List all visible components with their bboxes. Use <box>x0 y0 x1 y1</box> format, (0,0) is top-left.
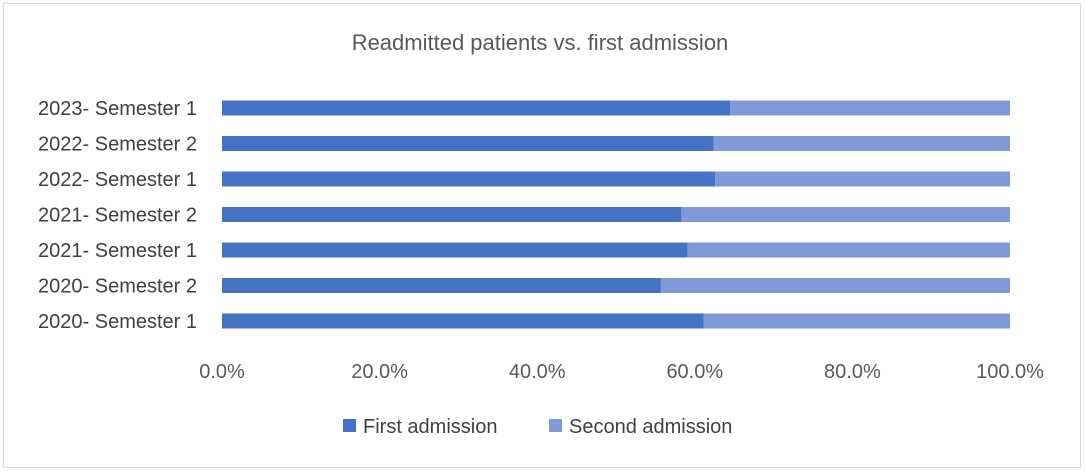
legend-label-first-admission: First admission <box>363 416 497 438</box>
category-label: 2020- Semester 2 <box>38 276 197 298</box>
x-tick-label: 60.0% <box>666 361 723 383</box>
legend: First admission Second admission <box>343 416 732 438</box>
x-axis-ticks: 0.0% 20.0% 40.0% 60.0% 80.0% 100.0% <box>199 361 1044 383</box>
x-tick-label: 40.0% <box>509 361 566 383</box>
category-label: 2021- Semester 2 <box>38 205 197 227</box>
bar-first-admission-1 <box>222 278 661 293</box>
x-tick-label: 80.0% <box>824 361 881 383</box>
x-tick-label: 100.0% <box>976 361 1044 383</box>
category-labels: 2020- Semester 1 2020- Semester 2 2021- Se… <box>38 98 197 333</box>
category-label: 2021- Semester 1 <box>38 240 197 262</box>
category-label: 2020- Semester 1 <box>38 311 197 333</box>
chart-title: Readmitted patients vs. first admission <box>352 30 729 55</box>
bar-second-admission-1 <box>660 278 1010 293</box>
category-label: 2022- Semester 2 <box>38 134 197 156</box>
bar-first-admission-0 <box>222 313 704 329</box>
bar-second-admission-3 <box>681 207 1010 222</box>
bar-second-admission-0 <box>703 313 1010 329</box>
category-label: 2023- Semester 1 <box>38 98 197 120</box>
bar-first-admission-5 <box>222 136 714 151</box>
bar-second-admission-5 <box>713 136 1010 151</box>
x-tick-label: 20.0% <box>351 361 408 383</box>
legend-swatch-first-admission <box>343 419 356 432</box>
bar-first-admission-4 <box>222 171 716 187</box>
legend-swatch-second-admission <box>549 419 562 432</box>
category-label: 2022- Semester 1 <box>38 169 197 191</box>
chart-frame <box>3 3 1081 468</box>
x-tick-label: 0.0% <box>199 361 245 383</box>
bar-first-admission-2 <box>222 242 688 258</box>
bar-first-admission-6 <box>222 100 731 116</box>
bars-group <box>222 100 1010 329</box>
bar-second-admission-2 <box>687 242 1010 258</box>
legend-label-second-admission: Second admission <box>569 416 732 438</box>
bar-second-admission-6 <box>730 100 1010 116</box>
bar-first-admission-3 <box>222 207 682 222</box>
bar-second-admission-4 <box>715 171 1010 187</box>
